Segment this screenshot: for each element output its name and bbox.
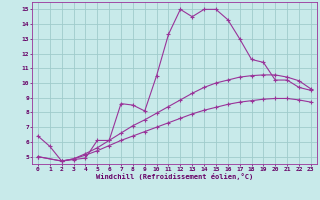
X-axis label: Windchill (Refroidissement éolien,°C): Windchill (Refroidissement éolien,°C) [96,173,253,180]
